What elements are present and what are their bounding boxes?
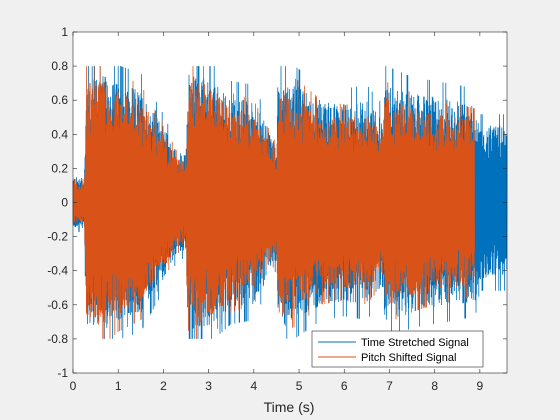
x-tick-label: 1 [115, 379, 122, 393]
x-tick-label: 3 [205, 379, 212, 393]
legend-label-pitch-shifted: Pitch Shifted Signal [361, 352, 456, 364]
x-tick-label: 8 [431, 379, 438, 393]
tick-marks [72, 31, 507, 374]
x-tick-label: 0 [70, 379, 77, 393]
x-tick-label: 2 [160, 379, 167, 393]
legend-label-time-stretched: Time Stretched Signal [361, 337, 469, 349]
x-axis-label: Time (s) [264, 399, 315, 415]
plot-area [72, 66, 508, 339]
y-tick-label: -1 [57, 366, 68, 380]
x-tick-label: 4 [250, 379, 257, 393]
y-tick-label: -0.4 [47, 264, 68, 278]
y-tick-label: 0.6 [51, 93, 68, 107]
y-tick-label: -0.6 [47, 298, 68, 312]
y-tick-label: 0 [61, 196, 68, 210]
x-tick-label: 5 [296, 379, 303, 393]
series-line-pitch-shifted [72, 66, 475, 339]
y-tick-label: 1 [61, 25, 68, 39]
y-tick-labels: -1 -0.8 -0.6 -0.4 -0.2 0 0.2 0.4 0.6 0.8 1 [47, 25, 68, 380]
x-tick-label: 7 [386, 379, 393, 393]
y-tick-label: 0.8 [51, 59, 68, 73]
y-tick-label: -0.2 [47, 230, 68, 244]
legend: Time Stretched Signal Pitch Shifted Sign… [311, 330, 484, 368]
legend-box [311, 330, 484, 368]
y-tick-label: -0.8 [47, 332, 68, 346]
x-tick-label: 9 [477, 379, 484, 393]
x-tick-labels: 0 1 2 3 4 5 6 7 8 9 [70, 379, 484, 393]
x-tick-label: 6 [341, 379, 348, 393]
y-tick-label: 0.4 [51, 127, 68, 141]
y-tick-label: 0.2 [51, 161, 68, 175]
